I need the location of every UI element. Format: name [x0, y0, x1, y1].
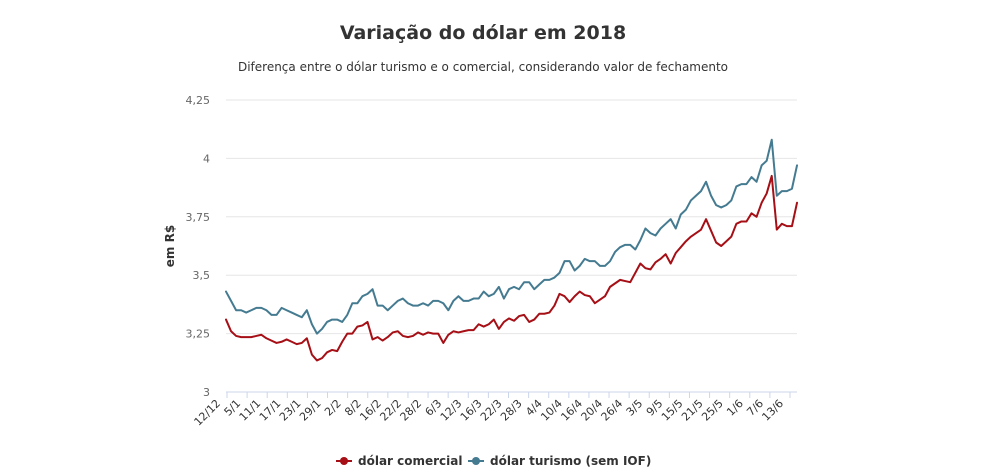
series-lines: [225, 138, 798, 362]
x-tick-label: 13/6: [759, 397, 786, 424]
x-tick-label: 17/1: [257, 397, 284, 424]
x-tick-label: 21/5: [679, 397, 706, 424]
y-tick-label: 4,25: [186, 94, 211, 107]
series-line-dolar-turismo: [225, 138, 798, 335]
x-tick-label: 22/3: [478, 397, 505, 424]
x-tick-label: 16/4: [558, 397, 585, 424]
y-tick-label: 3,5: [193, 269, 211, 282]
x-tick-label: 28/2: [398, 397, 425, 424]
chart-subtitle: Diferença entre o dólar turismo e o come…: [237, 60, 729, 74]
y-axis-ticks: 3 3,25 3,5 3,75 4 4,25: [186, 94, 211, 399]
legend: dólar comercial dólar turismo (sem IOF): [336, 454, 651, 468]
x-tick-label: 28/3: [498, 397, 525, 424]
y-tick-label: 3,25: [186, 328, 211, 341]
x-tick-label: 29/1: [297, 397, 324, 424]
legend-marker: [340, 457, 348, 465]
x-tick-label: 10/4: [538, 397, 565, 424]
y-tick-label: 3: [203, 386, 210, 399]
x-tick-label: 16/2: [357, 397, 384, 424]
chart-title: Variação do dólar em 2018: [339, 22, 627, 44]
x-tick-label: 26/4: [599, 397, 626, 424]
x-tick-label: 25/5: [699, 397, 726, 424]
y-tick-label: 3,75: [186, 211, 211, 224]
x-tick-label: 20/4: [578, 397, 605, 424]
legend-marker: [472, 457, 480, 465]
x-tick-label: 1/6: [724, 397, 746, 419]
x-axis-ticks: 12/125/111/117/123/129/12/28/216/222/228…: [192, 392, 791, 429]
x-tick-label: 23/1: [277, 397, 304, 424]
legend-item[interactable]: dólar turismo (sem IOF): [468, 454, 651, 468]
y-tick-label: 4: [203, 152, 210, 165]
x-tick-label: 12/3: [438, 397, 465, 424]
x-tick-label: 12/12: [192, 397, 224, 429]
x-tick-label: 2/2: [322, 397, 344, 419]
legend-label: dólar comercial: [358, 454, 463, 468]
x-tick-label: 22/2: [377, 397, 404, 424]
x-tick-label: 11/1: [237, 397, 264, 424]
legend-item[interactable]: dólar comercial: [336, 454, 463, 468]
x-tick-label: 16/3: [458, 397, 485, 424]
x-tick-label: 15/5: [659, 397, 686, 424]
legend-label: dólar turismo (sem IOF): [490, 454, 651, 468]
gridlines: [226, 99, 797, 335]
series-line-dolar-comercial: [225, 174, 798, 362]
x-tick-label: 3/5: [624, 397, 646, 419]
y-axis-label: em R$: [163, 225, 177, 267]
